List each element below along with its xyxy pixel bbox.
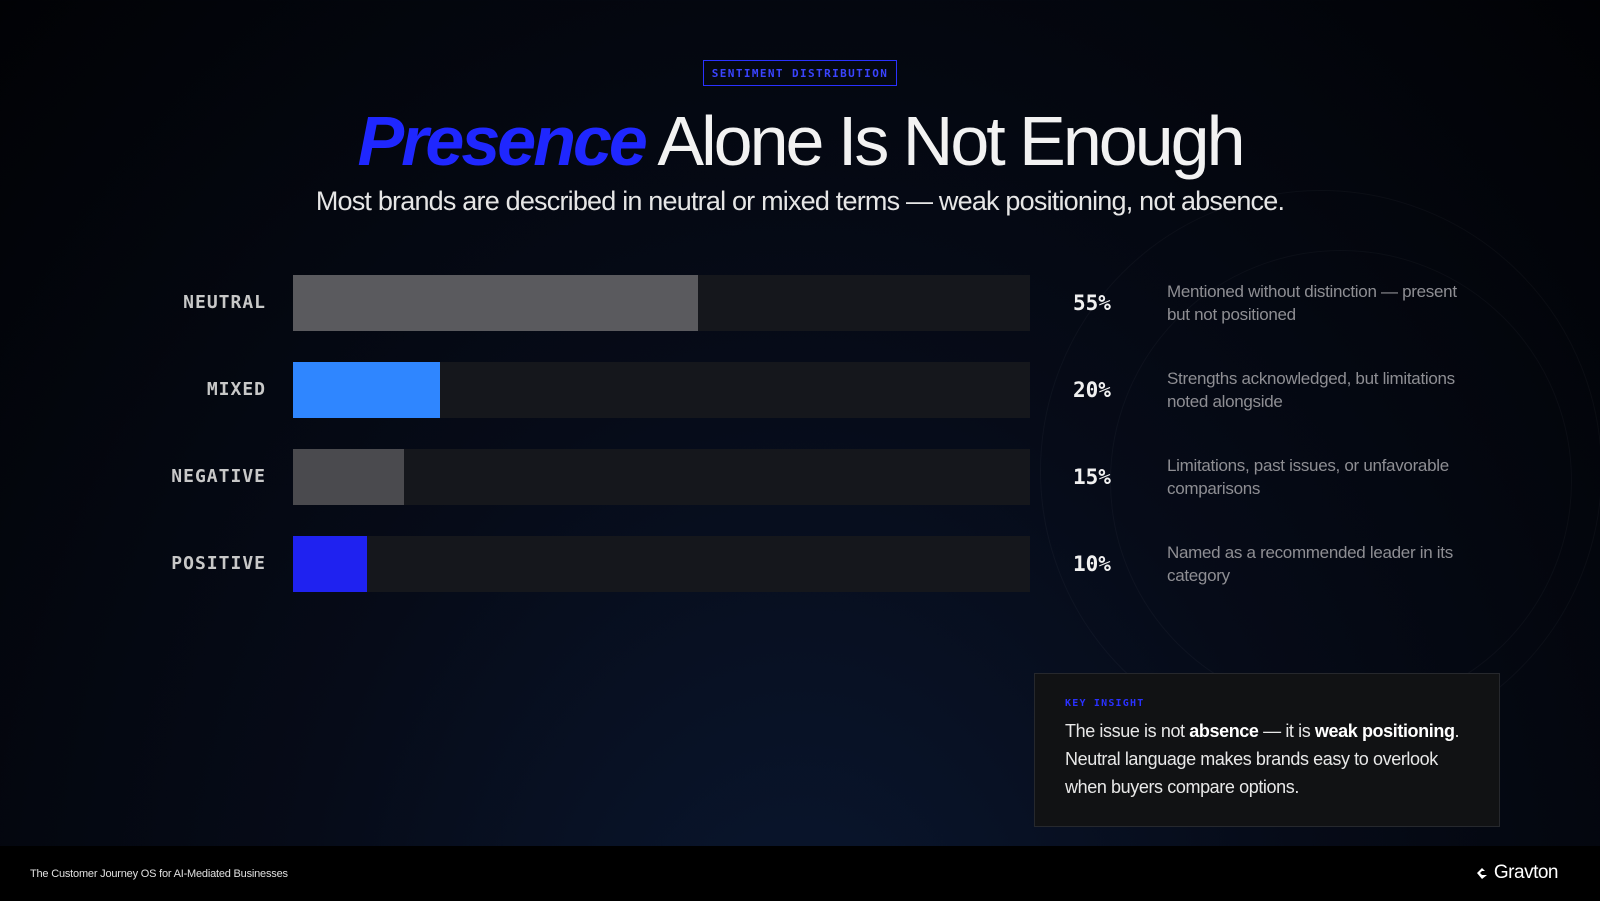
category-description: Named as a recommended leader in its cat…: [1167, 543, 1453, 585]
bar-track: [293, 362, 1030, 418]
sentiment-bar-chart: NEUTRAL 55% Mentioned without distinction …: [0, 275, 1600, 592]
category-description: Limitations, past issues, or unfavorable…: [1167, 456, 1449, 498]
category-label: MIXED: [206, 379, 266, 400]
chart-row: MIXED 20% Strengths acknowledged, but limi…: [0, 362, 1600, 418]
bar-neutral: [293, 275, 699, 331]
chart-row: POSITIVE 10% Named as a recommended leader…: [0, 536, 1600, 592]
category-label: NEUTRAL: [183, 292, 266, 313]
insight-text: — it is: [1258, 721, 1315, 741]
gravton-logo-icon: [1476, 868, 1487, 879]
value-label: 20%: [1073, 378, 1111, 402]
category-label: POSITIVE: [171, 553, 266, 574]
key-insight-card: KEY INSIGHT The issue is not absence — i…: [1034, 673, 1500, 827]
category-label: NEGATIVE: [171, 466, 266, 487]
brand-logo: Gravton: [1474, 862, 1559, 884]
insight-body: The issue is not absence — it is weak po…: [1065, 717, 1469, 801]
bar-mixed: [293, 362, 441, 418]
insight-label: KEY INSIGHT: [1065, 698, 1145, 709]
value-label: 15%: [1073, 465, 1111, 489]
insight-text: The issue is not: [1065, 721, 1190, 741]
title-accent: Presence: [357, 102, 647, 180]
insight-emphasis: absence: [1189, 721, 1259, 741]
page-subtitle: Most brands are described in neutral or …: [315, 186, 1285, 216]
insight-text: . Neutral language makes brands easy to …: [1065, 721, 1460, 797]
footer-tagline: The Customer Journey OS for AI-Mediated …: [30, 868, 288, 880]
value-label: 10%: [1073, 552, 1111, 576]
page-title: Presence Alone Is Not Enough: [0, 100, 1600, 182]
bar-track: [293, 449, 1030, 505]
chart-row: NEUTRAL 55% Mentioned without distinction …: [0, 275, 1600, 331]
bar-track: [293, 536, 1030, 592]
eyebrow-label: SENTIMENT DISTRIBUTION: [703, 60, 897, 86]
insight-emphasis: weak positioning: [1314, 721, 1455, 741]
category-description: Strengths acknowledged, but limitations …: [1167, 369, 1455, 411]
bar-track: [293, 275, 1030, 331]
brand-name: Gravton: [1493, 862, 1559, 883]
chart-row: NEGATIVE 15% Limitations, past issues, or …: [0, 449, 1600, 505]
bar-negative: [293, 449, 404, 505]
value-label: 55%: [1073, 291, 1111, 315]
title-rest: Alone Is Not Enough: [657, 102, 1245, 180]
footer-bar: The Customer Journey OS for AI-Mediated …: [0, 846, 1600, 901]
category-description: Mentioned without distinction — present …: [1167, 282, 1457, 324]
bar-positive: [293, 536, 367, 592]
